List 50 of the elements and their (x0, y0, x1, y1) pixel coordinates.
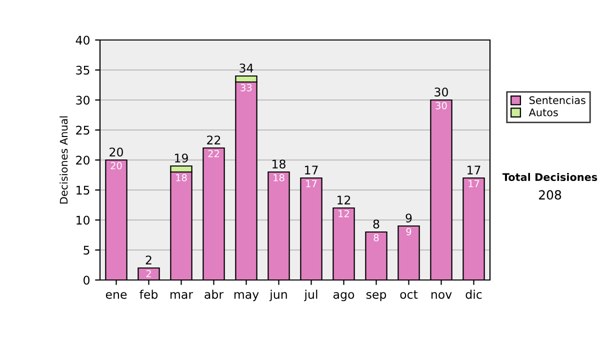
x-tick-label: sep (366, 292, 386, 302)
y-tick-label: 35 (76, 66, 90, 75)
data-label: 2 (146, 270, 151, 278)
x-tick-label: may (234, 292, 259, 302)
x-tick-label: mar (170, 292, 194, 299)
text: 208 (538, 190, 562, 200)
legend-label: Sentencias (529, 96, 586, 104)
data-label: 8 (374, 234, 379, 242)
data-label: 33 (240, 84, 252, 92)
total-label: 8 (373, 220, 380, 229)
x-tick-label: oct (400, 290, 418, 299)
x-tick-label: feb (140, 290, 158, 299)
y-axis-title: Decisiones Anual (60, 116, 68, 204)
data-label: 9 (406, 228, 412, 236)
x-tick-label: dic (466, 290, 482, 299)
total-label: 9 (406, 214, 412, 223)
data-label: 18 (274, 174, 284, 182)
data-label: 17 (306, 180, 317, 188)
total-label: 22 (207, 136, 220, 144)
legend-label: Autos (528, 108, 558, 116)
data-label: 17 (468, 180, 480, 188)
total-label: 19 (175, 154, 188, 163)
x-tick-label: nov (431, 292, 452, 299)
x-tick-label: jul (304, 290, 318, 302)
text: Total Decisiones (502, 172, 598, 182)
total-label: 30 (434, 88, 448, 97)
y-tick-label: 0 (84, 276, 90, 285)
y-tick-label: 30 (76, 96, 90, 105)
y-tick-label: 10 (76, 216, 90, 225)
data-label: 18 (176, 174, 187, 182)
total-label: 20 (110, 148, 123, 157)
total-label: 2 (146, 256, 152, 264)
y-tick-label: 15 (76, 186, 90, 195)
total-label: 34 (240, 64, 254, 73)
y-tick-label: 40 (76, 36, 90, 45)
x-tick-label: abr (204, 290, 224, 299)
total-label: 18 (272, 160, 286, 169)
data-label: 30 (436, 102, 447, 110)
data-label: 20 (110, 162, 122, 170)
x-tick-label: ene (106, 292, 127, 299)
y-tick-label: 20 (76, 156, 90, 165)
x-tick-label: ago (333, 292, 354, 302)
total-label: 12 (338, 196, 350, 204)
data-label: 22 (208, 150, 219, 158)
y-tick-label: 25 (76, 126, 90, 135)
y-tick-label: 5 (84, 246, 90, 255)
total-label: 17 (305, 166, 318, 174)
total-label: 17 (468, 166, 480, 174)
x-tick-label: jun (269, 290, 287, 302)
data-label: 12 (338, 210, 349, 218)
